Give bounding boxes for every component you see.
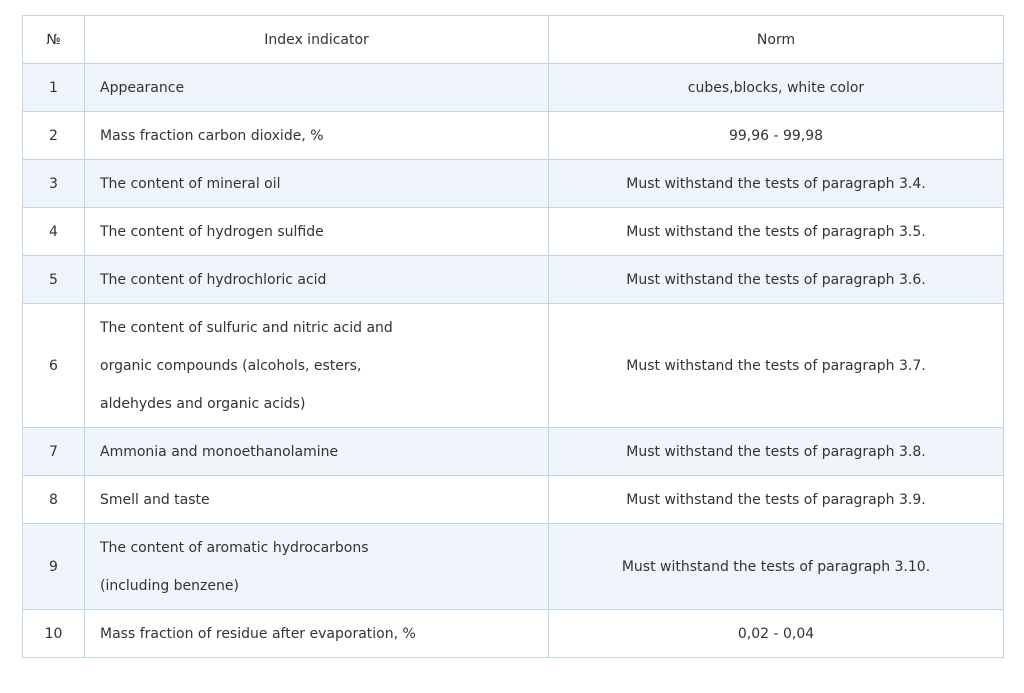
header-cell: Index indicator — [84, 15, 549, 64]
table-row: 10 Mass fraction of residue after evapora… — [22, 609, 1004, 658]
table-cell: Mass fraction of residue after evaporati… — [84, 609, 549, 658]
table-cell: The content of sulfuric and nitric acid … — [84, 303, 549, 428]
table-cell: cubes,blocks, white color — [548, 63, 1004, 112]
cell-line: organic compounds (alcohols, esters, — [100, 357, 362, 374]
table-cell: Must withstand the tests of paragraph 3.… — [548, 523, 1004, 610]
header-row: № Index indicator Norm — [22, 15, 1004, 64]
cell-line: (including benzene) — [100, 577, 239, 594]
table-cell: The content of mineral oil — [84, 159, 549, 208]
table-cell: 1 — [22, 63, 85, 112]
table-cell: 8 — [22, 475, 85, 524]
table-row: 9 The content of aromatic hydrocarbons (in… — [22, 523, 1004, 610]
cell-line: aldehydes and organic acids) — [100, 395, 306, 412]
table-row: 4 The content of hydrogen sulfide Must wit… — [22, 207, 1004, 256]
table-row: 8 Smell and taste Must withstand the tests… — [22, 475, 1004, 524]
table-cell: 4 — [22, 207, 85, 256]
table-cell: The content of hydrogen sulfide — [84, 207, 549, 256]
norm-table: № Index indicator Norm 1 Appearance cubes,bl… — [22, 15, 1004, 658]
table-cell: 6 — [22, 303, 85, 428]
table-cell: Must withstand the tests of paragraph 3.… — [548, 159, 1004, 208]
header-cell: № — [22, 15, 85, 64]
table-row: 5 The content of hydrochloric acid Must wi… — [22, 255, 1004, 304]
table-cell: Must withstand the tests of paragraph 3.… — [548, 475, 1004, 524]
table-row: 7 Ammonia and monoethanolamine Must withst… — [22, 427, 1004, 476]
table-cell: Must withstand the tests of paragraph 3.… — [548, 207, 1004, 256]
header-cell: Norm — [548, 15, 1004, 64]
table-cell: Smell and taste — [84, 475, 549, 524]
cell-line: The content of aromatic hydrocarbons — [100, 539, 369, 556]
table-cell: Ammonia and monoethanolamine — [84, 427, 549, 476]
table-cell: 0,02 - 0,04 — [548, 609, 1004, 658]
table-cell: 2 — [22, 111, 85, 160]
table-row: 2 Mass fraction carbon dioxide, % 99,96 - … — [22, 111, 1004, 160]
table-cell: The content of hydrochloric acid — [84, 255, 549, 304]
table-cell: 9 — [22, 523, 85, 610]
table-cell: Must withstand the tests of paragraph 3.… — [548, 427, 1004, 476]
table-cell: The content of aromatic hydrocarbons (inc… — [84, 523, 549, 610]
table-cell: Mass fraction carbon dioxide, % — [84, 111, 549, 160]
table-header: № Index indicator Norm — [22, 15, 1004, 64]
table-cell: Must withstand the tests of paragraph 3.… — [548, 255, 1004, 304]
table-cell: 7 — [22, 427, 85, 476]
table-row: 3 The content of mineral oil Must withstan… — [22, 159, 1004, 208]
table-cell: Appearance — [84, 63, 549, 112]
table-row: 6 The content of sulfuric and nitric acid… — [22, 303, 1004, 428]
table-cell: 10 — [22, 609, 85, 658]
table-cell: 99,96 - 99,98 — [548, 111, 1004, 160]
table-cell: 5 — [22, 255, 85, 304]
table-cell: 3 — [22, 159, 85, 208]
table-cell: Must withstand the tests of paragraph 3.… — [548, 303, 1004, 428]
table-body: 1 Appearance cubes,blocks, white color 2 Mas… — [22, 63, 1004, 658]
table-row: 1 Appearance cubes,blocks, white color — [22, 63, 1004, 112]
cell-line: The content of sulfuric and nitric acid … — [100, 319, 393, 336]
